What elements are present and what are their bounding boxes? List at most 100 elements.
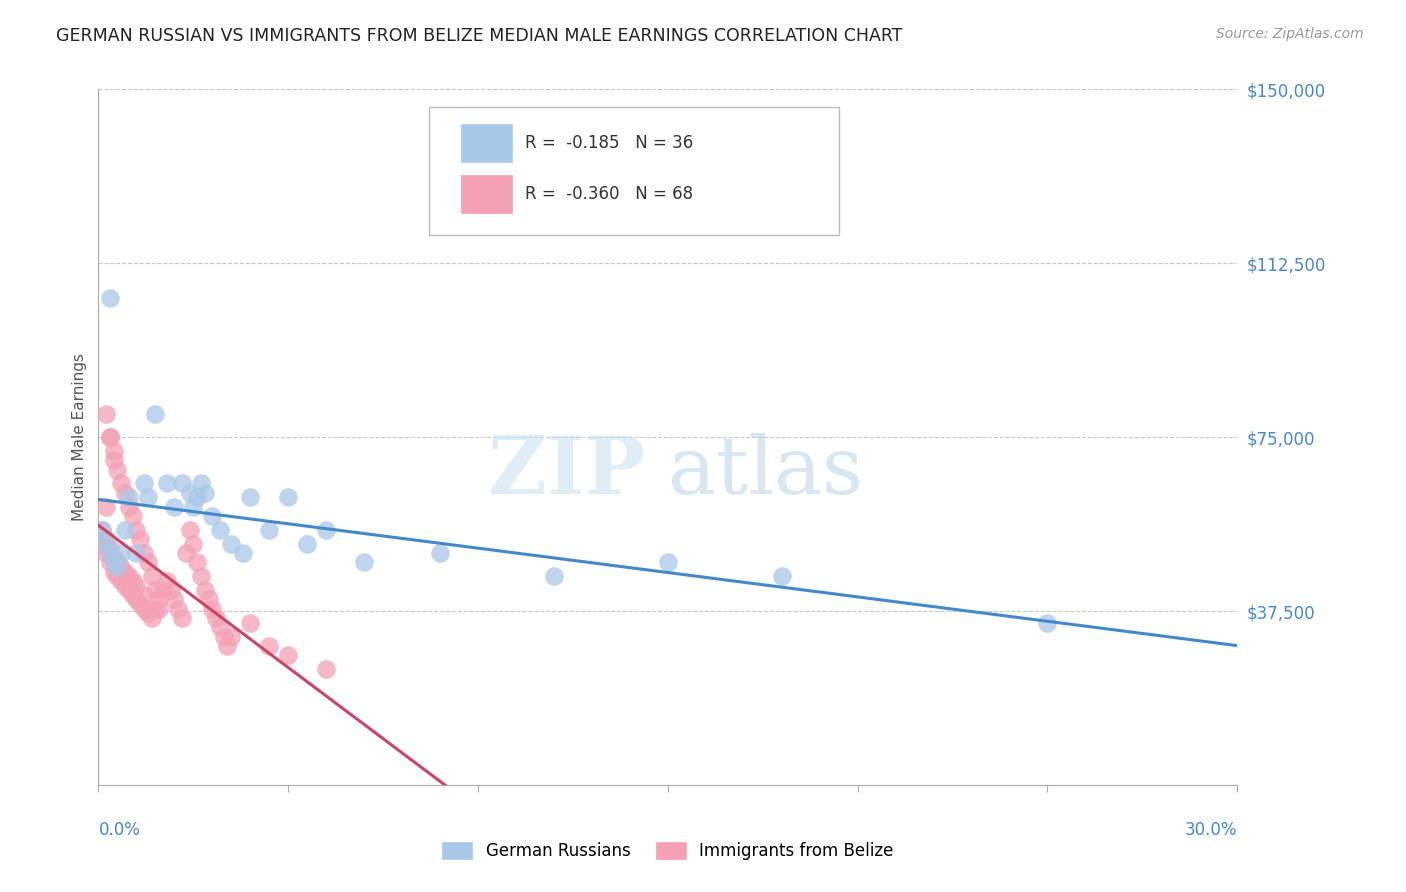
Point: [132, 601, 155, 615]
Point: [118, 500, 141, 514]
Point: [197, 592, 219, 607]
Point: [114, 485, 136, 500]
Point: [110, 560, 132, 574]
Point: [125, 523, 148, 537]
Point: [190, 476, 212, 491]
Text: ZIP: ZIP: [488, 433, 645, 511]
Point: [98, 430, 121, 444]
Point: [201, 508, 224, 523]
Point: [114, 565, 136, 579]
Point: [121, 508, 143, 523]
Point: [179, 485, 201, 500]
Point: [132, 476, 155, 491]
Point: [110, 574, 132, 588]
Point: [121, 588, 143, 602]
Point: [232, 546, 254, 560]
Point: [259, 523, 281, 537]
Point: [186, 491, 208, 505]
Point: [91, 523, 114, 537]
Point: [163, 592, 186, 607]
Point: [170, 611, 193, 625]
Point: [136, 555, 159, 569]
Point: [114, 523, 136, 537]
Point: [91, 537, 114, 551]
Text: R =  -0.360   N = 68: R = -0.360 N = 68: [526, 185, 693, 202]
Point: [103, 550, 125, 565]
Point: [429, 546, 451, 560]
Point: [770, 569, 793, 583]
Point: [179, 523, 201, 537]
Text: 30.0%: 30.0%: [1185, 821, 1237, 838]
Point: [98, 430, 121, 444]
Point: [1036, 615, 1059, 630]
FancyBboxPatch shape: [429, 106, 839, 235]
Point: [163, 500, 186, 514]
Point: [315, 662, 337, 676]
Point: [94, 537, 117, 551]
Point: [129, 597, 152, 611]
Point: [125, 546, 148, 560]
Point: [259, 639, 281, 653]
Point: [107, 462, 129, 476]
Point: [94, 532, 117, 546]
FancyBboxPatch shape: [461, 175, 512, 213]
Point: [103, 565, 125, 579]
Point: [107, 560, 129, 574]
Point: [98, 291, 121, 305]
Point: [239, 615, 262, 630]
Point: [201, 601, 224, 615]
Point: [156, 574, 179, 588]
Point: [145, 407, 167, 421]
Point: [103, 444, 125, 458]
Point: [141, 569, 163, 583]
Point: [110, 546, 132, 560]
Point: [277, 648, 299, 662]
Point: [239, 491, 262, 505]
Point: [167, 601, 190, 615]
Point: [118, 583, 141, 598]
Point: [657, 555, 679, 569]
Point: [107, 569, 129, 583]
Text: atlas: atlas: [668, 433, 863, 511]
Point: [118, 569, 141, 583]
Point: [94, 407, 117, 421]
Point: [103, 453, 125, 467]
Point: [217, 639, 239, 653]
Point: [145, 601, 167, 615]
Point: [121, 574, 143, 588]
Point: [145, 583, 167, 598]
Point: [94, 546, 117, 560]
Point: [98, 546, 121, 560]
Text: Source: ZipAtlas.com: Source: ZipAtlas.com: [1216, 27, 1364, 41]
Point: [194, 583, 217, 598]
Point: [186, 555, 208, 569]
Point: [205, 611, 228, 625]
Text: GERMAN RUSSIAN VS IMMIGRANTS FROM BELIZE MEDIAN MALE EARNINGS CORRELATION CHART: GERMAN RUSSIAN VS IMMIGRANTS FROM BELIZE…: [56, 27, 903, 45]
Point: [118, 491, 141, 505]
Point: [132, 588, 155, 602]
Point: [103, 555, 125, 569]
Point: [277, 491, 299, 505]
Point: [125, 578, 148, 592]
Point: [159, 583, 181, 598]
Y-axis label: Median Male Earnings: Median Male Earnings: [72, 353, 87, 521]
Point: [194, 485, 217, 500]
Point: [110, 476, 132, 491]
Point: [136, 607, 159, 621]
Point: [98, 555, 121, 569]
Point: [129, 532, 152, 546]
FancyBboxPatch shape: [461, 124, 512, 162]
Point: [148, 601, 170, 615]
Point: [208, 620, 231, 634]
Point: [297, 537, 319, 551]
Point: [94, 500, 117, 514]
Point: [156, 476, 179, 491]
Point: [114, 578, 136, 592]
Text: R =  -0.185   N = 36: R = -0.185 N = 36: [526, 135, 693, 153]
Point: [152, 583, 174, 598]
Point: [136, 491, 159, 505]
Point: [208, 523, 231, 537]
Point: [125, 592, 148, 607]
Point: [132, 546, 155, 560]
Point: [141, 611, 163, 625]
